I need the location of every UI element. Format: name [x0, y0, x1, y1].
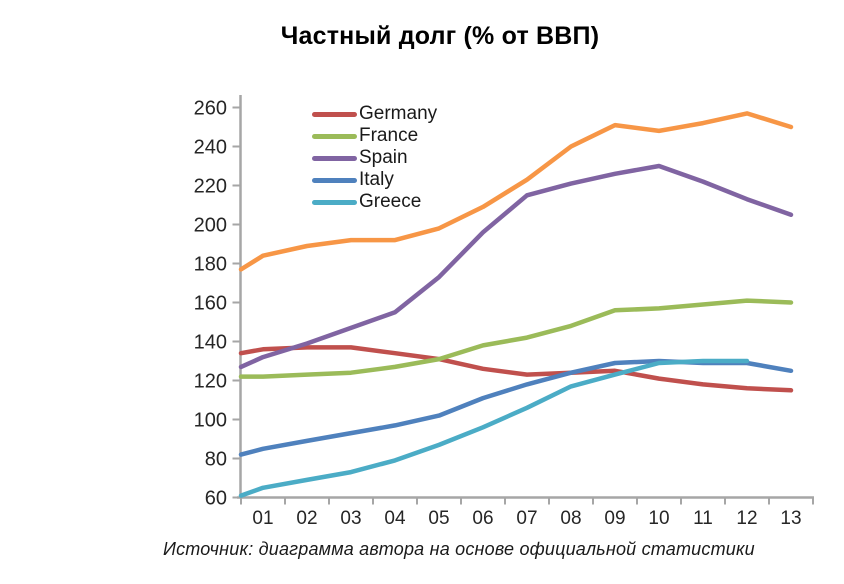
- legend-item-france: France: [312, 125, 437, 147]
- legend-item-germany: Germany: [312, 103, 437, 125]
- x-axis-tick-label: 01: [252, 508, 273, 529]
- y-axis-tick-label: 60: [205, 488, 227, 510]
- chart-legend: Germany France Spain Italy Greece: [312, 103, 437, 213]
- y-axis-tick-label: 240: [194, 137, 227, 159]
- y-axis-tick-label: 100: [194, 410, 227, 432]
- legend-swatch-icon: [312, 133, 357, 139]
- x-axis-tick-label: 06: [472, 508, 493, 529]
- legend-item-greece: Greece: [312, 191, 437, 213]
- x-axis-tick-label: 05: [428, 508, 449, 529]
- series-line-france: [238, 298, 794, 379]
- y-axis-tick-label: 220: [194, 176, 227, 198]
- y-axis-tick-label: 140: [194, 332, 227, 354]
- x-axis-tick-label: 04: [384, 508, 406, 529]
- legend-swatch-icon: [312, 199, 357, 205]
- series-line-greece: [238, 358, 750, 498]
- legend-label: Germany: [359, 103, 438, 124]
- chart-title: Частный долг (% от ВВП): [280, 22, 600, 50]
- legend-item-spain: Spain: [312, 147, 437, 169]
- series-line-spain: [238, 163, 794, 370]
- y-axis-tick-label: 260: [194, 98, 227, 120]
- y-axis-tick-label: 80: [205, 449, 227, 471]
- x-axis-tick-label: 10: [648, 508, 669, 529]
- y-axis-tick-label: 200: [194, 215, 227, 237]
- legend-swatch-icon: [312, 155, 357, 161]
- legend-swatch-icon: [312, 111, 357, 117]
- x-axis-tick-label: 08: [560, 508, 581, 529]
- x-axis-tick-label: 07: [516, 508, 537, 529]
- x-axis-tick-label: 03: [340, 508, 361, 529]
- x-axis-tick-label: 11: [693, 508, 713, 529]
- y-axis-tick-label: 180: [194, 254, 227, 276]
- legend-label: France: [359, 125, 419, 146]
- x-axis-tick-label: 12: [736, 508, 757, 529]
- y-axis-tick-label: 120: [194, 371, 227, 393]
- y-axis-tick-label: 160: [194, 293, 227, 315]
- series-line-germany: [238, 345, 794, 393]
- legend-label: Italy: [359, 169, 394, 190]
- legend-swatch-icon: [312, 177, 357, 183]
- legend-item-italy: Italy: [312, 169, 437, 191]
- x-axis-tick-label: 13: [780, 508, 801, 529]
- legend-label: Spain: [359, 147, 408, 168]
- series-line-unlabeled: [238, 111, 794, 272]
- legend-label: Greece: [359, 191, 422, 212]
- x-axis-tick-label: 02: [296, 508, 317, 529]
- source-caption: Источник: диаграмма автора на основе офи…: [163, 539, 755, 559]
- x-axis-tick-label: 09: [604, 508, 625, 529]
